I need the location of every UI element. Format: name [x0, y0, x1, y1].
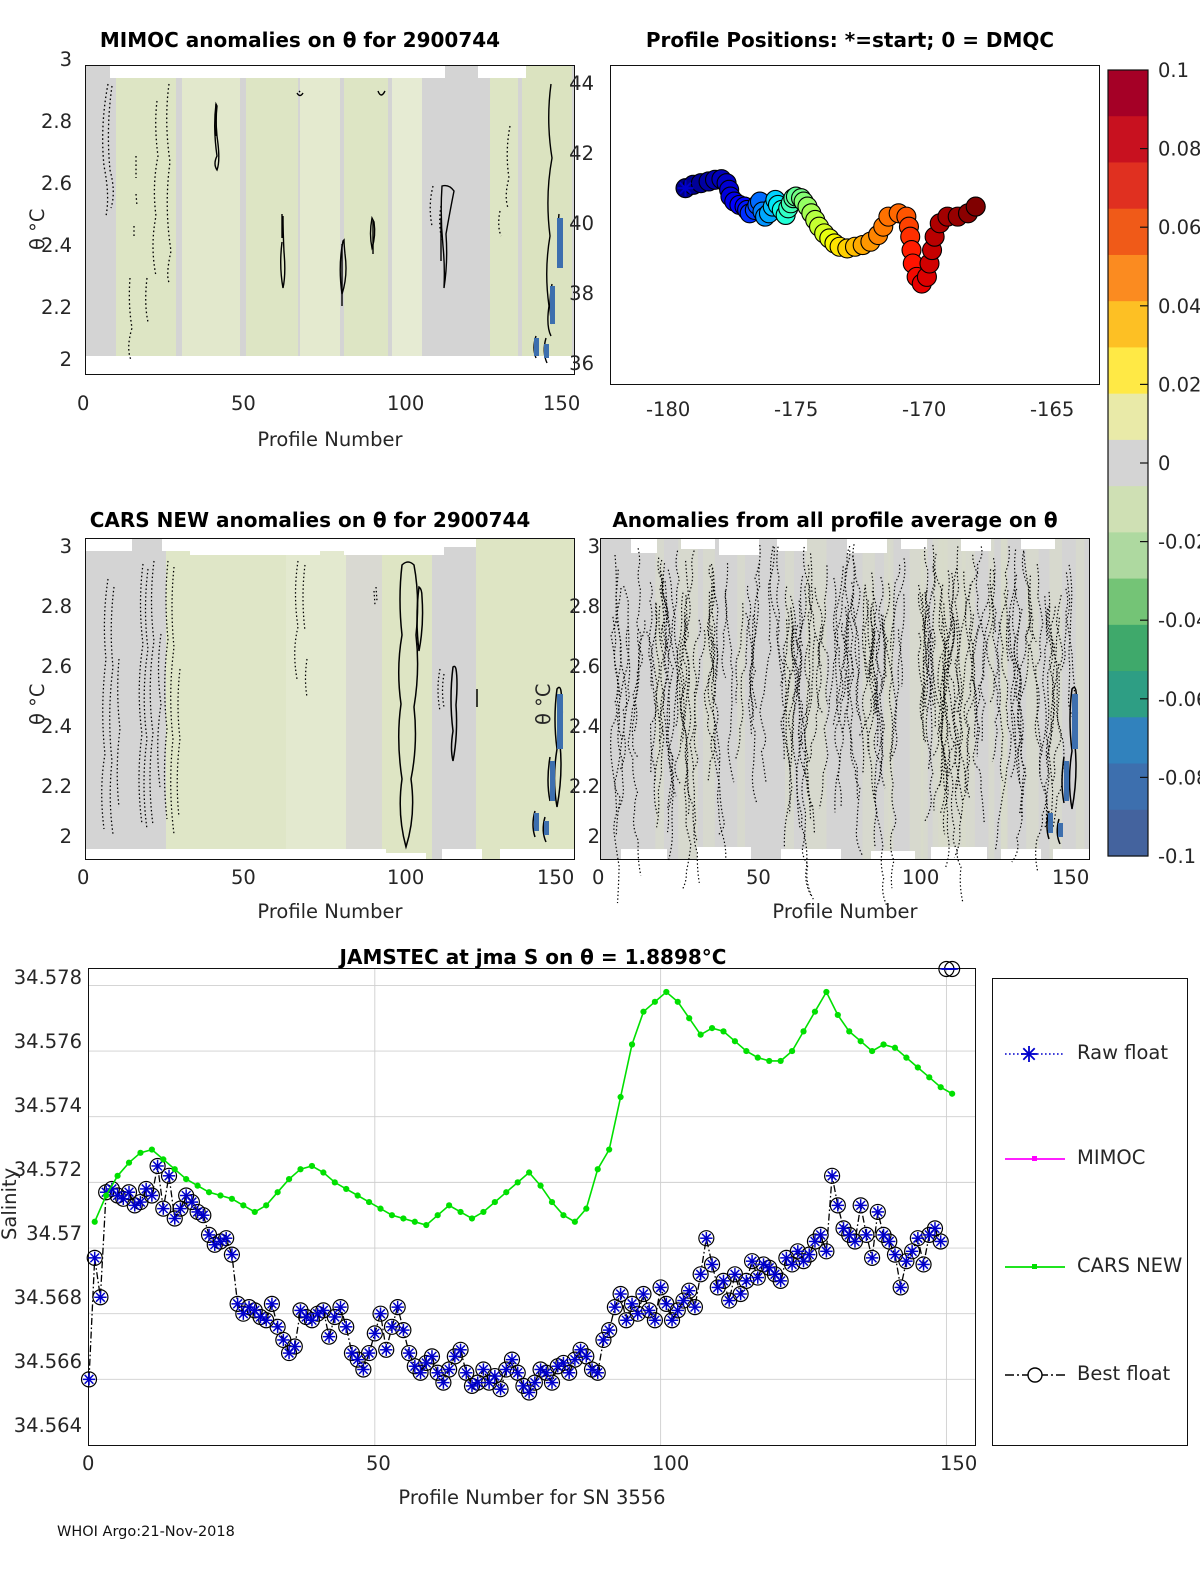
allprofile-contour-plot — [600, 538, 1090, 910]
cars-y-ticks: 3 2.8 2.6 2.4 2.2 2 — [28, 535, 76, 848]
tick: 2.4 — [40, 715, 72, 738]
colorbar-tick: -0.1 — [1158, 845, 1196, 868]
tick: -180 — [646, 398, 691, 421]
allprofile-y-axis-label: θ °C — [532, 683, 555, 726]
timeseries-panel-title: JAMSTEC at jma S on θ = 1.8898°C — [339, 945, 727, 969]
tick: 34.564 — [13, 1414, 82, 1437]
colorbar-tick: 0.1 — [1158, 59, 1189, 82]
legend-sample-mimoc — [1005, 1156, 1065, 1161]
tick: 100 — [387, 866, 425, 889]
tick: 2.8 — [40, 595, 72, 618]
legend-sample-cars-new — [1005, 1264, 1065, 1269]
tick: 100 — [652, 1452, 690, 1475]
colorbar-tick: 0.04 — [1158, 295, 1200, 318]
tick: 38 — [569, 282, 594, 305]
tick: 100 — [387, 392, 425, 415]
tick: 150 — [1052, 866, 1090, 889]
tick: 50 — [746, 866, 771, 889]
legend-sample-best-float — [1005, 1367, 1065, 1383]
tick: -170 — [902, 398, 947, 421]
mimoc-contour-plot — [85, 65, 575, 375]
colorbar-tick: -0.08 — [1158, 766, 1200, 789]
tick: 44 — [569, 72, 594, 95]
positions-y-ticks: 44 42 40 38 36 — [538, 60, 600, 375]
tick: 2.6 — [40, 655, 72, 678]
tick: 150 — [543, 392, 581, 415]
timeseries-x-axis-label: Profile Number for SN 3556 — [398, 1486, 666, 1509]
tick: 50 — [231, 866, 256, 889]
tick: -165 — [1030, 398, 1075, 421]
timeseries-legend: Raw float MIMOC CARS NEW Best float — [992, 978, 1188, 1446]
tick: 150 — [537, 866, 575, 889]
allprofile-x-axis-label: Profile Number — [772, 900, 918, 923]
tick: 2 — [59, 348, 72, 371]
tick: 34.576 — [13, 1030, 82, 1053]
legend-sample-raw-float — [1005, 1046, 1065, 1062]
colorbar-tick: 0.02 — [1158, 373, 1200, 396]
legend-label-mimoc: MIMOC — [1077, 1146, 1146, 1169]
tick: 2.2 — [40, 775, 72, 798]
tick: 0 — [592, 866, 605, 889]
colorbar-tick: 0 — [1158, 452, 1170, 475]
cars-x-axis-label: Profile Number — [257, 900, 403, 923]
tick: 50 — [231, 392, 256, 415]
allprofile-panel-title: Anomalies from all profile average on θ — [612, 508, 1058, 532]
tick: 34.566 — [13, 1350, 82, 1373]
tick: 40 — [569, 212, 594, 235]
tick: 2.6 — [40, 172, 72, 195]
tick: 34.568 — [13, 1286, 82, 1309]
tick: 2.2 — [568, 775, 600, 798]
mimoc-panel-title: MIMOC anomalies on θ for 2900744 — [99, 28, 501, 52]
tick: 2.2 — [40, 296, 72, 319]
figure-footer: WHOI Argo:21-Nov-2018 — [57, 1524, 235, 1540]
tick: 150 — [940, 1452, 978, 1475]
tick: 2.8 — [40, 110, 72, 133]
colorbar: 0.1 0.08 0.06 0.04 0.02 0 -0.02 -0.04 -0.06 -0.08… — [1107, 59, 1200, 868]
tick: 2 — [59, 825, 72, 848]
colorbar-tick: -0.06 — [1158, 688, 1200, 711]
tick: 100 — [902, 866, 940, 889]
mimoc-x-axis-label: Profile Number — [257, 428, 403, 451]
tick: 34.578 — [13, 966, 82, 989]
positions-map-plot — [610, 65, 1100, 385]
allprofile-y-ticks: 3 2.8 2.6 2.4 2.2 2 — [556, 535, 602, 848]
tick: 34.572 — [13, 1158, 82, 1181]
tick: 2 — [587, 825, 600, 848]
legend-label-cars-new: CARS NEW — [1077, 1254, 1183, 1277]
tick: 3 — [587, 535, 600, 558]
colorbar-tick: -0.02 — [1158, 531, 1200, 554]
positions-panel-title: Profile Positions: *=start; 0 = DMQC — [645, 28, 1055, 52]
tick: 3 — [59, 535, 72, 558]
legend-label-best-float: Best float — [1077, 1362, 1171, 1385]
cars-contour-plot — [85, 538, 575, 860]
timeseries-plot — [80, 960, 976, 1446]
tick: 2.8 — [568, 595, 600, 618]
timeseries-y-ticks: 34.578 34.576 34.574 34.572 34.57 34.568… — [6, 966, 86, 1437]
tick: 36 — [569, 352, 594, 375]
cars-panel-title: CARS NEW anomalies on θ for 2900744 — [89, 508, 531, 532]
tick: 0 — [82, 1452, 95, 1475]
tick: 2.4 — [40, 234, 72, 257]
tick: 34.57 — [26, 1222, 82, 1245]
tick: 0 — [77, 866, 90, 889]
colorbar-tick: 0.06 — [1158, 216, 1200, 239]
legend-label-raw-float: Raw float — [1077, 1041, 1169, 1064]
tick: 50 — [366, 1452, 391, 1475]
tick: 2.4 — [568, 715, 600, 738]
tick: 34.574 — [13, 1094, 82, 1117]
tick: 42 — [569, 142, 594, 165]
colorbar-tick: 0.08 — [1158, 138, 1200, 161]
tick: 3 — [59, 48, 72, 71]
tick: -175 — [774, 398, 819, 421]
mimoc-y-ticks: 3 2.8 2.6 2.4 2.2 2 — [28, 48, 76, 371]
tick: 2.6 — [568, 655, 600, 678]
colorbar-tick: -0.04 — [1158, 609, 1200, 632]
tick: 0 — [77, 392, 90, 415]
